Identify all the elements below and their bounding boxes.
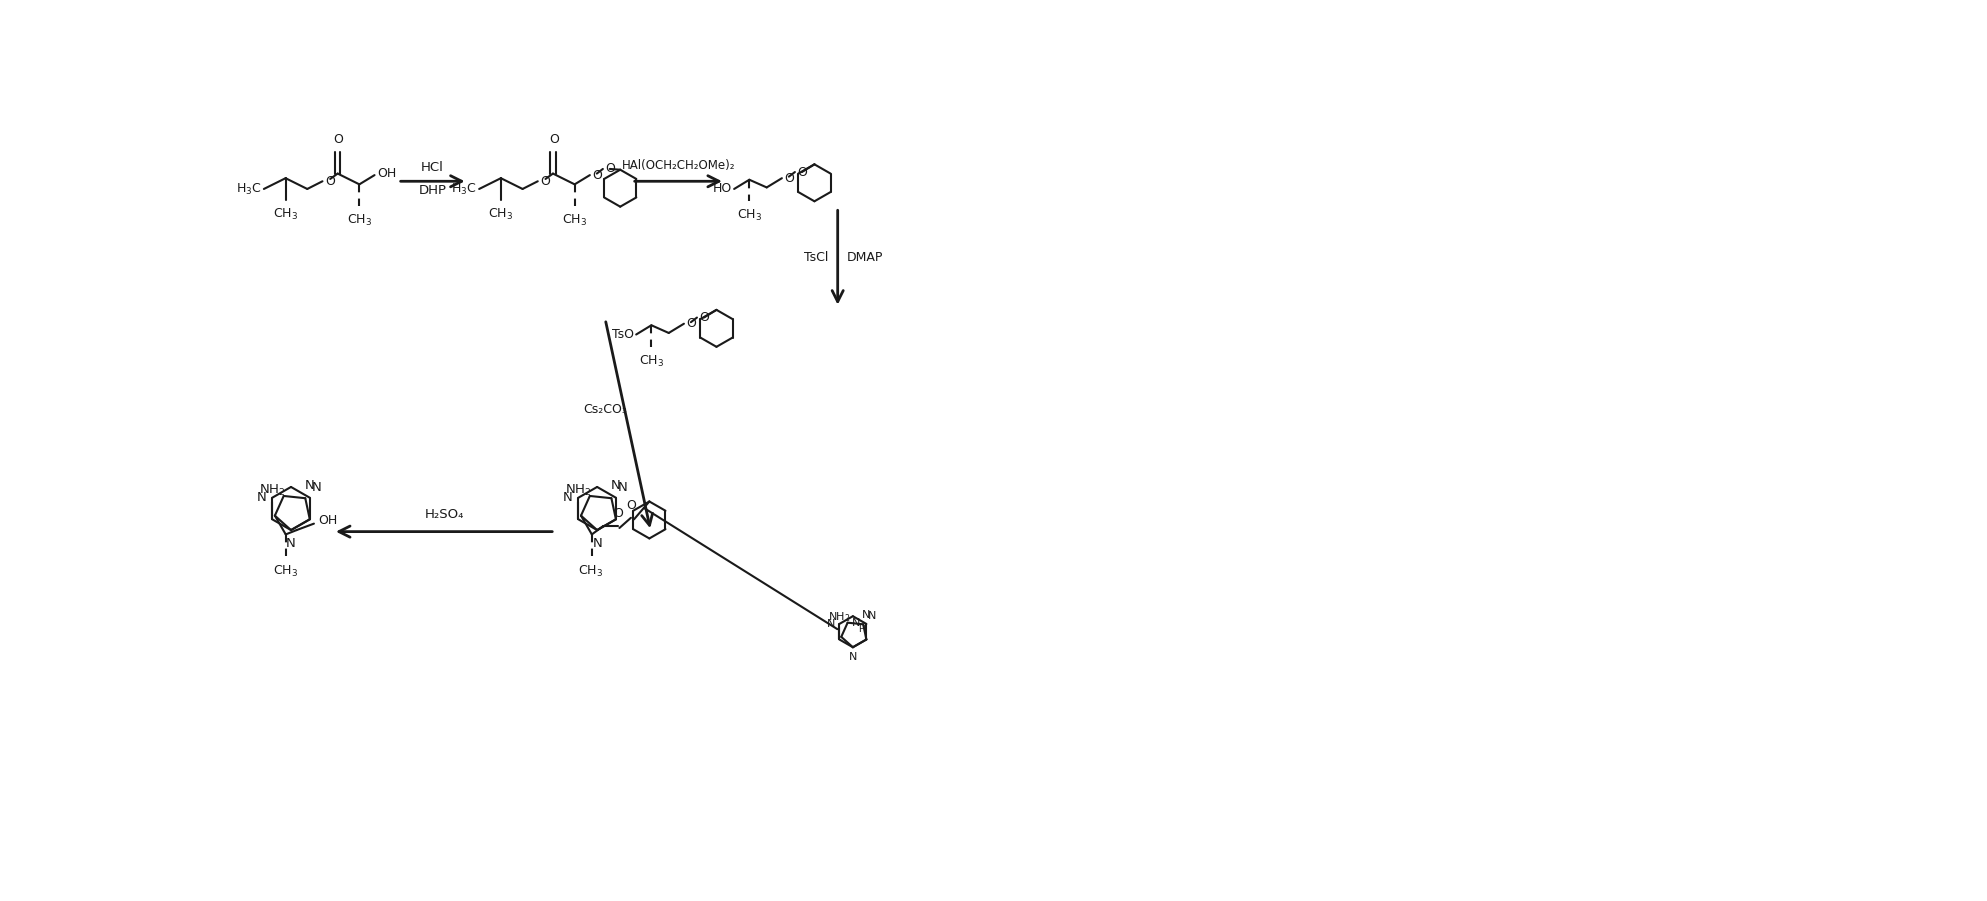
Text: N: N — [256, 491, 266, 505]
Text: O: O — [612, 507, 622, 520]
Text: NH$_2$: NH$_2$ — [258, 483, 286, 497]
Text: N: N — [612, 478, 620, 492]
Text: Cs₂CO₃: Cs₂CO₃ — [582, 403, 626, 416]
Text: TsO: TsO — [612, 328, 634, 341]
Text: DHP: DHP — [419, 184, 447, 197]
Text: O: O — [540, 175, 550, 187]
Text: CH$_3$: CH$_3$ — [489, 206, 513, 222]
Text: N: N — [286, 537, 296, 550]
Text: O: O — [334, 132, 344, 146]
Text: CH$_3$: CH$_3$ — [562, 213, 588, 228]
Text: HAl(OCH₂CH₂OMe)₂: HAl(OCH₂CH₂OMe)₂ — [622, 159, 735, 172]
Text: H$_3$C: H$_3$C — [236, 181, 262, 196]
Text: O: O — [797, 166, 807, 178]
Text: O: O — [548, 132, 558, 146]
Text: OH: OH — [378, 167, 397, 180]
Text: CH$_3$: CH$_3$ — [272, 206, 298, 222]
Text: N: N — [862, 609, 870, 620]
Text: N: N — [827, 619, 835, 629]
Text: OH: OH — [318, 514, 338, 527]
Text: NH$_2$: NH$_2$ — [829, 610, 850, 624]
Text: N: N — [592, 537, 602, 550]
Text: H: H — [858, 625, 864, 634]
Text: N: N — [562, 491, 572, 505]
Text: H$_3$C: H$_3$C — [451, 181, 477, 196]
Text: CH$_3$: CH$_3$ — [348, 213, 372, 228]
Text: HCl: HCl — [421, 161, 445, 174]
Text: O: O — [686, 317, 695, 331]
Text: N: N — [868, 611, 876, 621]
Text: N: N — [852, 618, 860, 628]
Text: CH$_3$: CH$_3$ — [737, 208, 761, 223]
Text: N: N — [618, 480, 628, 494]
Text: N: N — [312, 480, 322, 494]
Text: NH$_2$: NH$_2$ — [564, 483, 592, 497]
Text: N: N — [304, 478, 314, 492]
Text: DMAP: DMAP — [846, 251, 884, 264]
Text: TsCl: TsCl — [805, 251, 829, 264]
Text: O: O — [606, 162, 616, 176]
Text: O: O — [592, 168, 602, 182]
Text: CH$_3$: CH$_3$ — [578, 564, 602, 578]
Text: CH$_3$: CH$_3$ — [638, 354, 664, 369]
Text: O: O — [785, 172, 795, 185]
Text: CH$_3$: CH$_3$ — [272, 564, 298, 578]
Text: H₂SO₄: H₂SO₄ — [425, 508, 463, 521]
Text: O: O — [324, 175, 334, 187]
Text: O: O — [699, 311, 709, 324]
Text: N: N — [848, 652, 856, 662]
Text: HO: HO — [713, 183, 731, 196]
Text: O: O — [626, 498, 636, 512]
